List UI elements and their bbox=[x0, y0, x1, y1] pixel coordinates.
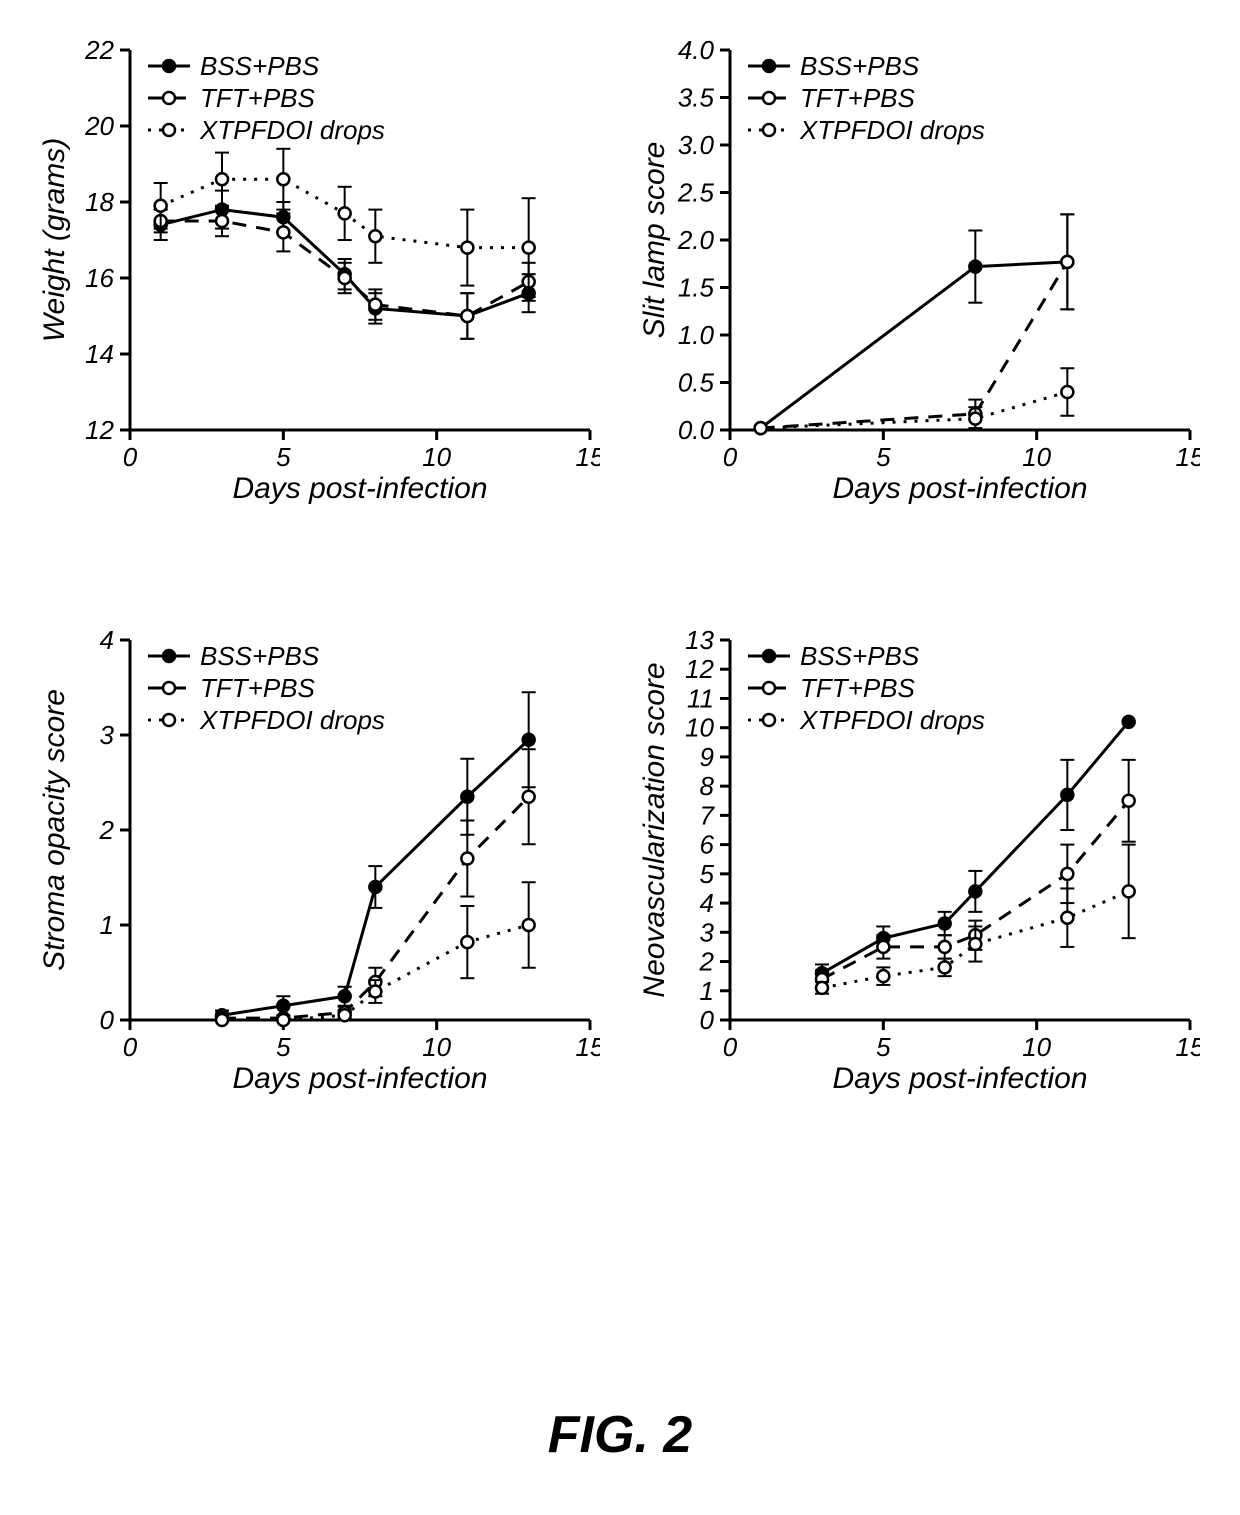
svg-text:XTPFDOI drops: XTPFDOI drops bbox=[799, 705, 985, 735]
svg-text:10: 10 bbox=[1022, 442, 1051, 472]
svg-text:XTPFDOI drops: XTPFDOI drops bbox=[199, 115, 385, 145]
svg-text:7: 7 bbox=[700, 800, 716, 830]
svg-text:XTPFDOI drops: XTPFDOI drops bbox=[799, 115, 985, 145]
svg-text:5: 5 bbox=[876, 442, 891, 472]
svg-text:18: 18 bbox=[85, 187, 114, 217]
panel-stroma: 0 5 10 15 0 1 2 3 4 Days post-infection Stroma opa… bbox=[40, 630, 600, 1100]
svg-text:3: 3 bbox=[700, 917, 715, 947]
svg-text:2: 2 bbox=[699, 947, 715, 977]
svg-text:5: 5 bbox=[876, 1032, 891, 1062]
svg-text:Days post-infection: Days post-infection bbox=[232, 472, 487, 505]
svg-text:3.5: 3.5 bbox=[678, 83, 715, 113]
svg-text:5: 5 bbox=[276, 442, 291, 472]
svg-text:1: 1 bbox=[700, 976, 714, 1006]
svg-text:9: 9 bbox=[700, 742, 714, 772]
svg-text:20: 20 bbox=[84, 111, 114, 141]
svg-text:XTPFDOI drops: XTPFDOI drops bbox=[199, 705, 385, 735]
svg-text:1.0: 1.0 bbox=[678, 320, 715, 350]
svg-text:Slit lamp score: Slit lamp score bbox=[640, 142, 671, 339]
svg-text:4.0: 4.0 bbox=[678, 40, 715, 65]
svg-text:BSS+PBS: BSS+PBS bbox=[800, 51, 920, 81]
svg-text:4: 4 bbox=[100, 630, 114, 655]
svg-text:12: 12 bbox=[85, 415, 114, 445]
panel-weight: 0 5 10 15 12 14 16 18 20 22 Days post-infection Wei… bbox=[40, 40, 600, 510]
svg-text:0: 0 bbox=[123, 1032, 138, 1062]
svg-text:3.0: 3.0 bbox=[678, 130, 715, 160]
svg-text:BSS+PBS: BSS+PBS bbox=[800, 641, 920, 671]
svg-text:TFT+PBS: TFT+PBS bbox=[200, 83, 316, 113]
svg-text:Days post-infection: Days post-infection bbox=[832, 1062, 1087, 1095]
svg-text:TFT+PBS: TFT+PBS bbox=[200, 673, 316, 703]
svg-text:4: 4 bbox=[700, 888, 714, 918]
svg-text:Weight (grams): Weight (grams) bbox=[40, 138, 71, 343]
svg-text:0.5: 0.5 bbox=[678, 368, 715, 398]
svg-text:0: 0 bbox=[123, 442, 138, 472]
svg-text:22: 22 bbox=[84, 40, 114, 65]
svg-text:0: 0 bbox=[700, 1005, 715, 1035]
panel-slit: 0 5 10 15 0.0 0.5 1.0 1.5 2.0 2.5 3.0 3.5 4.0 Days po… bbox=[640, 40, 1200, 510]
svg-text:2.0: 2.0 bbox=[677, 225, 715, 255]
svg-text:0: 0 bbox=[100, 1005, 115, 1035]
svg-text:Days post-infection: Days post-infection bbox=[832, 472, 1087, 505]
svg-text:13: 13 bbox=[685, 630, 714, 655]
figure-caption: FIG. 2 bbox=[0, 1405, 1240, 1465]
svg-text:1: 1 bbox=[100, 910, 114, 940]
svg-text:TFT+PBS: TFT+PBS bbox=[800, 83, 916, 113]
panel-grid: 051015121416182022Days post-infectionWei… bbox=[40, 40, 1200, 1100]
svg-text:15: 15 bbox=[1176, 442, 1200, 472]
panel-neovasc: 051015012345678910111213Days post-infect… bbox=[640, 630, 1200, 1100]
svg-text:Days post-infection: Days post-infection bbox=[232, 1062, 487, 1095]
svg-text:3: 3 bbox=[100, 720, 115, 750]
svg-text:16: 16 bbox=[85, 263, 114, 293]
svg-text:Stroma opacity score: Stroma opacity score bbox=[40, 689, 71, 971]
svg-text:Neovascularization score: Neovascularization score bbox=[640, 662, 671, 997]
svg-text:0: 0 bbox=[723, 442, 738, 472]
svg-text:10: 10 bbox=[422, 442, 451, 472]
svg-text:15: 15 bbox=[1176, 1032, 1200, 1062]
svg-text:BSS+PBS: BSS+PBS bbox=[200, 51, 320, 81]
svg-text:14: 14 bbox=[85, 339, 114, 369]
svg-text:2.5: 2.5 bbox=[677, 178, 715, 208]
svg-text:5: 5 bbox=[276, 1032, 291, 1062]
svg-text:1.5: 1.5 bbox=[678, 273, 715, 303]
svg-text:5: 5 bbox=[700, 859, 715, 889]
svg-text:6: 6 bbox=[700, 830, 715, 860]
svg-text:11: 11 bbox=[687, 683, 714, 713]
svg-text:15: 15 bbox=[576, 1032, 600, 1062]
svg-text:12: 12 bbox=[685, 654, 714, 684]
svg-text:10: 10 bbox=[685, 713, 714, 743]
svg-text:15: 15 bbox=[576, 442, 600, 472]
svg-text:0.0: 0.0 bbox=[678, 415, 715, 445]
svg-text:10: 10 bbox=[422, 1032, 451, 1062]
svg-text:8: 8 bbox=[700, 771, 715, 801]
svg-text:TFT+PBS: TFT+PBS bbox=[800, 673, 916, 703]
svg-text:BSS+PBS: BSS+PBS bbox=[200, 641, 320, 671]
svg-text:10: 10 bbox=[1022, 1032, 1051, 1062]
svg-text:2: 2 bbox=[99, 815, 115, 845]
svg-text:0: 0 bbox=[723, 1032, 738, 1062]
